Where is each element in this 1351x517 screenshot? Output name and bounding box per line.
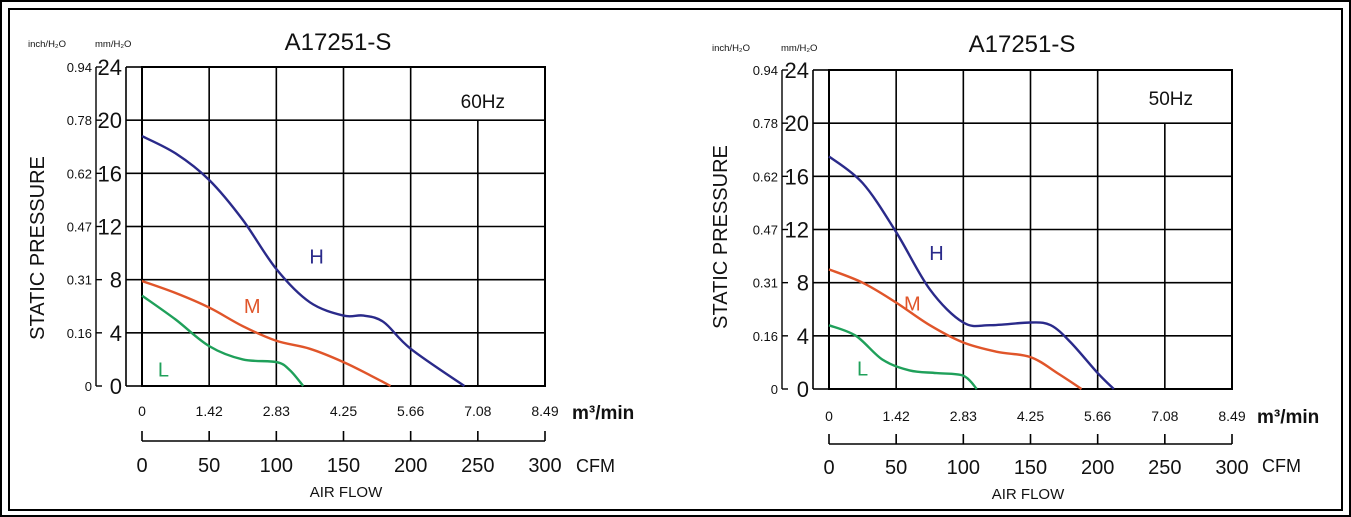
- x-tick-label-cfm: 150: [327, 455, 360, 477]
- y-tick-label-inch: 0.94: [753, 63, 778, 78]
- y-tick-label-inch: 0: [771, 382, 778, 397]
- series-label-m: M: [244, 296, 261, 318]
- x-tick-label-m3: 2.83: [263, 403, 290, 419]
- chart-title: A17251-S: [285, 29, 392, 56]
- y-tick-label-mm: 20: [785, 111, 809, 136]
- x-tick-label-m3: 0: [825, 408, 833, 424]
- y-tick-label-inch: 0.94: [67, 60, 92, 75]
- y-tick-label-inch: 0.78: [67, 113, 92, 128]
- chart-50hz: inch/H₂O mm/H₂O A17251-S 50Hz STATIC PRE…: [710, 31, 1319, 503]
- y-tick-label-inch: 0.31: [67, 273, 92, 288]
- y-tick-label-mm: 24: [785, 58, 809, 83]
- x-tick-label-m3: 2.83: [950, 408, 977, 424]
- y-axis-label: STATIC PRESSURE: [710, 145, 732, 329]
- series-label-h: H: [309, 247, 323, 269]
- x-axis-label: AIR FLOW: [310, 484, 383, 501]
- x-unit-top-label: m³/min: [1257, 407, 1319, 428]
- x-tick-label-cfm: 0: [136, 455, 147, 477]
- left-unit-label: inch/H₂O: [712, 43, 750, 54]
- frequency-label: 50Hz: [1149, 89, 1193, 110]
- y-tick-label-inch: 0.62: [67, 166, 92, 181]
- curve-h: [828, 155, 1115, 390]
- curve-l: [141, 294, 305, 387]
- left-unit-label: inch/H₂O: [28, 39, 66, 50]
- y-tick-label-inch: 0.47: [67, 220, 92, 235]
- x-tick-label-cfm: 100: [947, 457, 980, 479]
- x-tick-label-cfm: 150: [1014, 457, 1047, 479]
- y-tick-label-mm: 4: [797, 324, 809, 349]
- y-tick-label-inch: 0.62: [753, 169, 778, 184]
- x-tick-label-cfm: 200: [394, 455, 427, 477]
- y-tick-label-inch: 0.16: [67, 326, 92, 341]
- x-axis-label: AIR FLOW: [992, 486, 1065, 503]
- y-tick-label-mm: 12: [785, 218, 809, 243]
- x-tick-label-cfm: 250: [461, 455, 494, 477]
- curve-m: [828, 268, 1083, 390]
- x-tick-label-cfm: 300: [1215, 457, 1248, 479]
- x-tick-label-cfm: 100: [260, 455, 293, 477]
- x-tick-label-cfm: 250: [1148, 457, 1181, 479]
- curve-h: [141, 135, 466, 387]
- x-tick-label-m3: 1.42: [883, 408, 910, 424]
- inner-frame: [8, 8, 1343, 511]
- y-tick-label-mm: 0: [797, 377, 809, 402]
- x-tick-label-cfm: 200: [1081, 457, 1114, 479]
- x-tick-label-m3: 7.08: [1151, 408, 1178, 424]
- chart-title: A17251-S: [969, 31, 1076, 58]
- plot-border: [141, 66, 546, 387]
- y-tick-label-mm: 0: [110, 374, 122, 399]
- x-tick-label-m3: 5.66: [1084, 408, 1111, 424]
- x-tick-label-cfm: 50: [885, 457, 907, 479]
- y-tick-label-mm: 20: [98, 108, 122, 133]
- series-label-m: M: [904, 294, 921, 316]
- x-unit-bottom-label: CFM: [576, 456, 615, 476]
- x-tick-label-m3: 4.25: [330, 403, 357, 419]
- y-tick-label-mm: 8: [110, 268, 122, 293]
- series-label-l: L: [857, 359, 868, 381]
- x-tick-label-cfm: 300: [528, 455, 561, 477]
- x-tick-label-m3: 8.49: [1218, 408, 1245, 424]
- x-unit-bottom-label: CFM: [1262, 456, 1301, 476]
- y-tick-label-mm: 16: [98, 161, 122, 186]
- series-label-l: L: [158, 360, 169, 382]
- curve-m: [141, 279, 392, 388]
- x-tick-label-cfm: 0: [823, 457, 834, 479]
- y-tick-label-mm: 12: [98, 215, 122, 240]
- y-tick-label-inch: 0.31: [753, 276, 778, 291]
- y-axis-label: STATIC PRESSURE: [27, 156, 49, 340]
- y-tick-label-inch: 0.16: [753, 329, 778, 344]
- y-tick-label-mm: 24: [98, 55, 122, 80]
- y-tick-label-inch: 0.47: [753, 223, 778, 238]
- x-tick-label-m3: 1.42: [196, 403, 223, 419]
- x-tick-label-cfm: 50: [198, 455, 220, 477]
- x-tick-label-m3: 0: [138, 403, 146, 419]
- series-label-h: H: [929, 243, 943, 265]
- y-tick-label-mm: 4: [110, 321, 122, 346]
- x-tick-label-m3: 8.49: [531, 403, 558, 419]
- x-unit-top-label: m³/min: [572, 403, 634, 424]
- y-tick-label-mm: 16: [785, 164, 809, 189]
- x-tick-label-m3: 7.08: [464, 403, 491, 419]
- right-unit-label: mm/H₂O: [781, 43, 817, 54]
- frequency-label: 60Hz: [461, 92, 505, 113]
- curve-l: [828, 324, 978, 390]
- y-tick-label-inch: 0: [85, 379, 92, 394]
- y-tick-label-mm: 8: [797, 271, 809, 296]
- plot-border: [828, 69, 1233, 390]
- y-tick-label-inch: 0.78: [753, 116, 778, 131]
- chart-60hz: inch/H₂O mm/H₂O A17251-S 60Hz STATIC PRE…: [27, 29, 634, 501]
- x-tick-label-m3: 4.25: [1017, 408, 1044, 424]
- right-unit-label: mm/H₂O: [95, 39, 131, 50]
- x-tick-label-m3: 5.66: [397, 403, 424, 419]
